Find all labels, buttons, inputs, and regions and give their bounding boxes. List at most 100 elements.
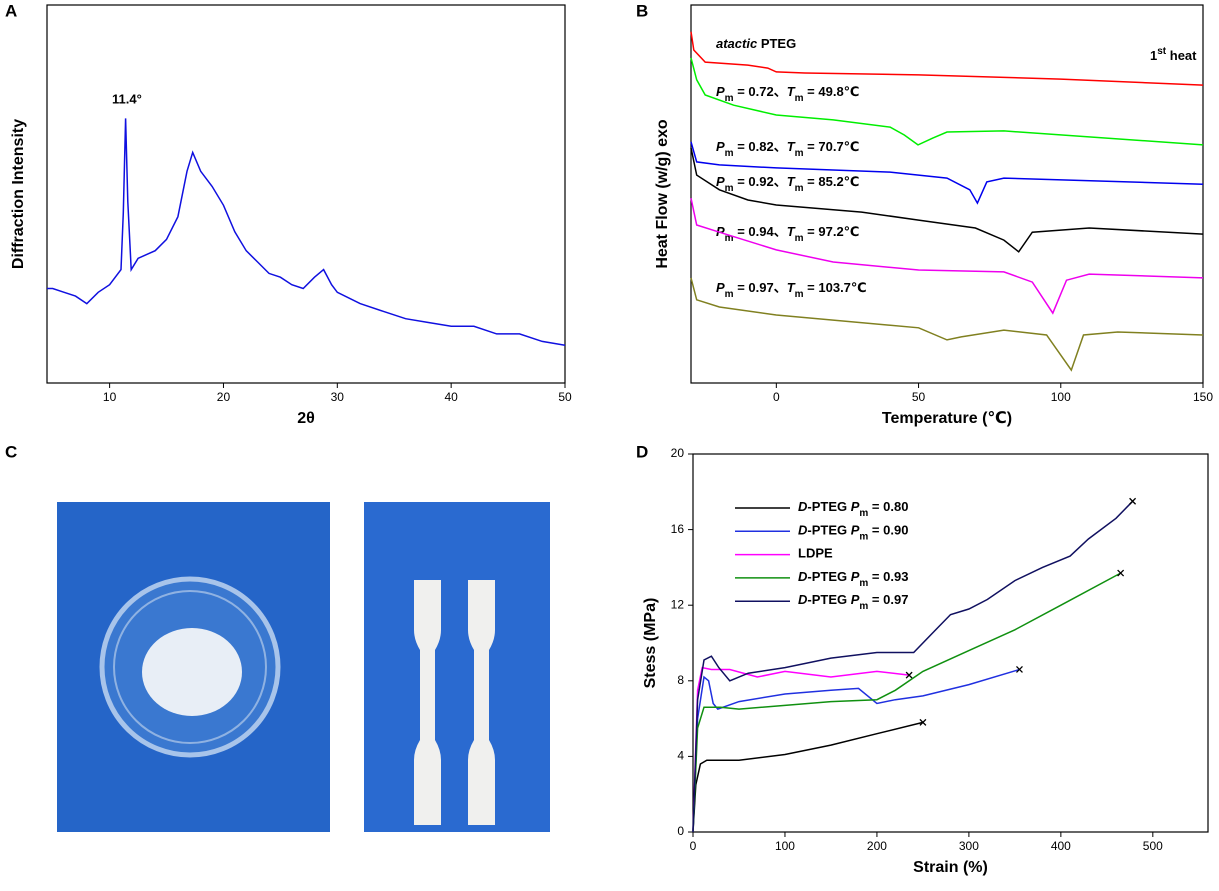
y-tick-label: 4	[677, 749, 684, 763]
text-segment: = 0.80	[868, 499, 908, 514]
text-segment: = 97.2℃	[804, 224, 860, 239]
text-segment: = 70.7℃	[804, 139, 860, 154]
text-segment: P	[851, 593, 860, 608]
text-segment: = 0.82、	[734, 139, 787, 154]
x-tick-label: 40	[444, 390, 458, 404]
text-segment: P	[851, 499, 860, 514]
legend-label: LDPE	[798, 546, 833, 561]
end-marker	[1016, 666, 1023, 673]
text-segment: 1	[1150, 48, 1157, 63]
end-marker	[905, 671, 913, 679]
legend-label: D-PTEG Pm = 0.93	[798, 569, 908, 589]
text-segment: P	[716, 280, 725, 295]
text-segment: PTEG	[757, 36, 796, 51]
y-tick-label: 8	[677, 673, 684, 687]
text-segment: D	[798, 499, 808, 514]
pellets	[142, 628, 242, 716]
x-tick-label: 400	[1051, 839, 1071, 853]
annotation: Pm = 0.97、Tm = 103.7℃	[716, 280, 867, 300]
x-tick-label: 150	[1193, 390, 1213, 404]
text-segment: D	[798, 569, 808, 584]
text-segment: m	[795, 183, 804, 194]
annotation: atactic PTEG	[716, 36, 796, 51]
data-line	[690, 31, 1204, 86]
text-segment: D	[798, 593, 808, 608]
legend-label: D-PTEG Pm = 0.90	[798, 523, 908, 543]
annotation: Pm = 0.92、Tm = 85.2℃	[716, 174, 859, 194]
end-marker	[1129, 497, 1137, 505]
text-segment: = 49.8℃	[804, 84, 860, 99]
dogbone-specimen	[414, 580, 441, 825]
data-line	[692, 572, 1121, 833]
text-segment: m	[795, 233, 804, 244]
plot-frame	[46, 4, 566, 384]
y-tick-label: 16	[671, 522, 685, 536]
annotation: Pm = 0.82、Tm = 70.7℃	[716, 139, 859, 159]
x-tick-label: 50	[558, 390, 572, 404]
data-line	[690, 57, 1204, 146]
panel-label: D	[636, 442, 648, 461]
panel-label: C	[5, 442, 17, 461]
x-tick-label: 0	[773, 390, 780, 404]
text-segment: m	[725, 148, 734, 159]
y-tick-label: 0	[677, 824, 684, 838]
text-segment: = 0.93	[868, 569, 908, 584]
text-segment: = 0.72、	[734, 84, 787, 99]
text-segment: = 0.97	[868, 593, 908, 608]
plot-frame	[692, 453, 1209, 833]
text-segment: T	[787, 280, 796, 295]
data-line	[692, 666, 910, 833]
plot-frame	[690, 4, 1204, 384]
annotation: 1st heat	[1150, 46, 1197, 63]
text-segment: = 103.7℃	[804, 280, 867, 295]
x-axis-label: Temperature (℃)	[882, 410, 1012, 427]
petri-dish-inner	[113, 590, 267, 744]
text-segment: m	[725, 289, 734, 300]
x-tick-label: 0	[690, 839, 697, 853]
text-segment: m	[795, 148, 804, 159]
annotation: 11.4°	[112, 91, 142, 106]
text-segment: m	[859, 601, 868, 612]
text-segment: m	[725, 93, 734, 104]
text-segment: P	[716, 139, 725, 154]
text-segment: -PTEG	[807, 499, 850, 514]
x-tick-label: 20	[217, 390, 231, 404]
text-segment: P	[851, 569, 860, 584]
text-segment: T	[787, 84, 796, 99]
data-line	[692, 500, 1134, 833]
dogbone-specimen	[468, 580, 495, 825]
photo-background	[364, 502, 550, 832]
x-tick-label: 300	[959, 839, 979, 853]
text-segment: st	[1157, 46, 1167, 57]
text-segment: -PTEG	[807, 523, 850, 538]
text-segment: atactic	[716, 36, 758, 51]
text-segment: m	[795, 289, 804, 300]
data-line	[692, 668, 1020, 833]
text-segment: = 85.2℃	[804, 174, 860, 189]
text-segment: heat	[1166, 48, 1197, 63]
y-axis-label: Heat Flow (w/g) exo	[654, 119, 671, 269]
data-line	[47, 118, 566, 346]
x-tick-label: 30	[331, 390, 345, 404]
end-marker	[1117, 569, 1125, 577]
text-segment: m	[859, 508, 868, 519]
text-segment: = 0.90	[868, 523, 908, 538]
text-segment: T	[787, 139, 796, 154]
text-segment: P	[716, 84, 725, 99]
text-segment: P	[851, 523, 860, 538]
text-segment: = 0.92、	[734, 174, 787, 189]
text-segment: T	[787, 174, 796, 189]
data-line	[690, 147, 1204, 253]
panel-label: A	[5, 1, 17, 20]
text-segment: m	[859, 531, 868, 542]
text-segment: D	[798, 523, 808, 538]
x-tick-label: 10	[103, 390, 117, 404]
text-segment: = 0.97、	[734, 280, 787, 295]
text-segment: T	[787, 224, 796, 239]
x-axis-label: Strain (%)	[913, 859, 988, 876]
text-segment: -PTEG	[807, 593, 850, 608]
annotation: Pm = 0.94、Tm = 97.2℃	[716, 224, 859, 244]
text-segment: LDPE	[798, 546, 833, 561]
data-line	[690, 141, 1204, 205]
text-segment: -PTEG	[807, 569, 850, 584]
